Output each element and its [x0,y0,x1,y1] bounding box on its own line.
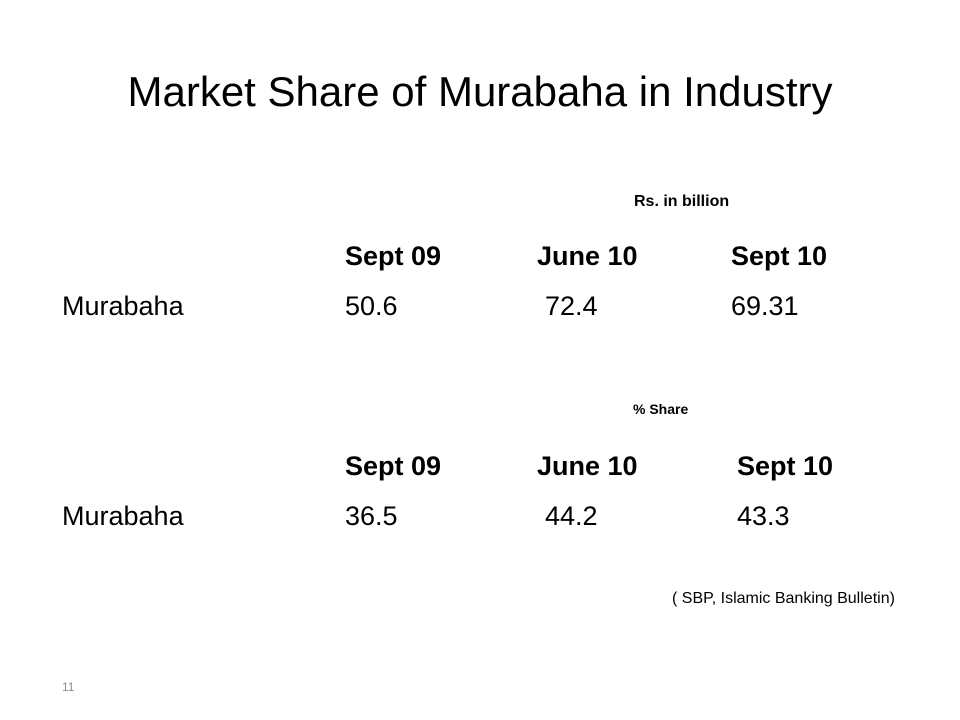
share-value-june-10: 44.2 [545,501,598,531]
amount-col-header-1: Sept 09 [345,241,442,271]
amount-col-header-3: Sept 10 [731,241,828,271]
amount-unit-label: Rs. in billion [634,193,730,210]
share-col-header-2: June 10 [537,451,638,481]
amount-row-label: Murabaha [62,291,184,321]
amount-value-sept-10: 69.31 [731,291,799,321]
share-row-label: Murabaha [62,501,184,531]
share-value-sept-10: 43.3 [737,501,790,531]
amount-col-header-2: June 10 [537,241,638,271]
slide-title: Market Share of Murabaha in Industry [127,68,833,115]
source-note: ( SBP, Islamic Banking Bulletin) [672,590,895,607]
share-value-sept-09: 36.5 [345,501,398,531]
amount-value-june-10: 72.4 [545,291,598,321]
share-col-header-1: Sept 09 [345,451,442,481]
amount-value-sept-09: 50.6 [345,291,398,321]
share-col-header-3: Sept 10 [737,451,834,481]
share-unit-label: % Share [633,401,689,417]
slide-number: 11 [62,680,75,694]
